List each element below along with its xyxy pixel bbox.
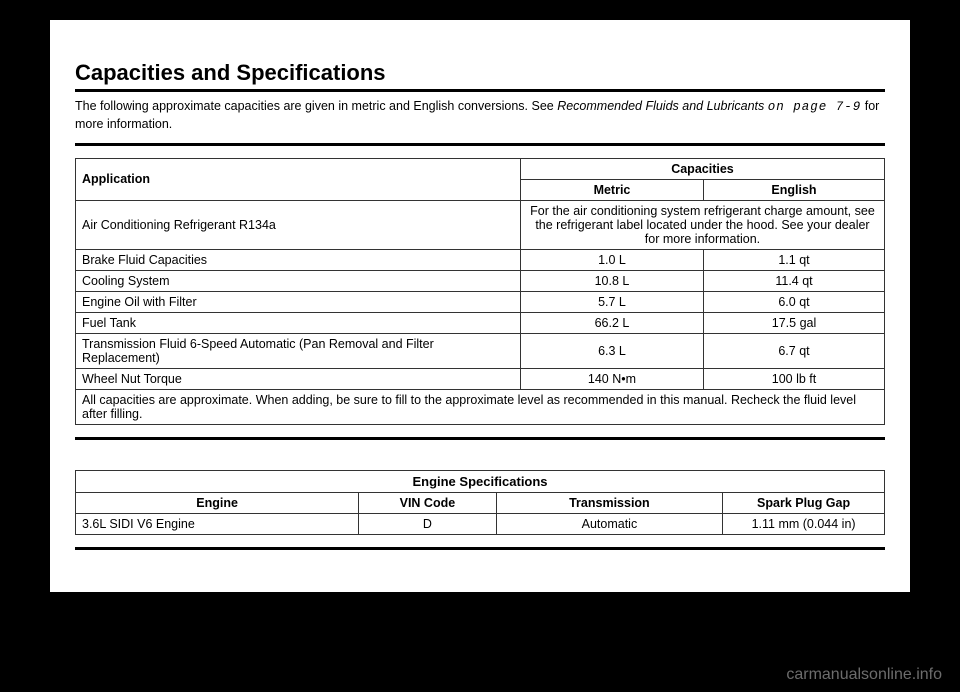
cell-app: Air Conditioning Refrigerant R134a: [76, 200, 521, 249]
manual-page: Capacities and Specifications The follow…: [50, 20, 910, 592]
table-row: Air Conditioning Refrigerant R134a For t…: [76, 200, 885, 249]
cell-app: Transmission Fluid 6-Speed Automatic (Pa…: [76, 333, 521, 368]
cell-english: 100 lb ft: [704, 368, 885, 389]
cell-english: 1.1 qt: [704, 249, 885, 270]
cell-metric: 5.7 L: [520, 291, 703, 312]
table-row: Wheel Nut Torque 140 N•m 100 lb ft: [76, 368, 885, 389]
engine-spec-table: Engine Specifications Engine VIN Code Tr…: [75, 470, 885, 535]
cell-english: 11.4 qt: [704, 270, 885, 291]
table-footnote: All capacities are approximate. When add…: [76, 389, 885, 424]
cell-metric: 10.8 L: [520, 270, 703, 291]
cell-english: 6.7 qt: [704, 333, 885, 368]
page-title: Capacities and Specifications: [75, 60, 885, 92]
cell-vin: D: [359, 513, 497, 534]
header-metric: Metric: [520, 179, 703, 200]
table-row: Cooling System 10.8 L 11.4 qt: [76, 270, 885, 291]
header-transmission: Transmission: [496, 492, 723, 513]
cell-note: For the air conditioning system refriger…: [520, 200, 884, 249]
intro-page-ref: on page 7-9: [768, 100, 862, 114]
header-application: Application: [76, 158, 521, 200]
cell-app: Fuel Tank: [76, 312, 521, 333]
divider-bar: [75, 547, 885, 550]
cell-engine: 3.6L SIDI V6 Engine: [76, 513, 359, 534]
watermark-text: carmanualsonline.info: [786, 666, 942, 684]
intro-italic: Recommended Fluids and Lubricants: [557, 99, 768, 113]
cell-app: Wheel Nut Torque: [76, 368, 521, 389]
cell-app: Brake Fluid Capacities: [76, 249, 521, 270]
header-spark-gap: Spark Plug Gap: [723, 492, 885, 513]
cell-gap: 1.11 mm (0.044 in): [723, 513, 885, 534]
table-footnote-row: All capacities are approximate. When add…: [76, 389, 885, 424]
cell-app: Cooling System: [76, 270, 521, 291]
capacities-table: Application Capacities Metric English Ai…: [75, 158, 885, 425]
intro-part1: The following approximate capacities are…: [75, 99, 557, 113]
header-english: English: [704, 179, 885, 200]
cell-app: Engine Oil with Filter: [76, 291, 521, 312]
cell-metric: 6.3 L: [520, 333, 703, 368]
cell-metric: 140 N•m: [520, 368, 703, 389]
cell-english: 17.5 gal: [704, 312, 885, 333]
divider-bar: [75, 437, 885, 440]
intro-text: The following approximate capacities are…: [75, 98, 885, 133]
cell-metric: 66.2 L: [520, 312, 703, 333]
table-row: 3.6L SIDI V6 Engine D Automatic 1.11 mm …: [76, 513, 885, 534]
table-row: Transmission Fluid 6-Speed Automatic (Pa…: [76, 333, 885, 368]
table-row: Brake Fluid Capacities 1.0 L 1.1 qt: [76, 249, 885, 270]
cell-english: 6.0 qt: [704, 291, 885, 312]
cell-metric: 1.0 L: [520, 249, 703, 270]
cell-trans: Automatic: [496, 513, 723, 534]
table-row: Fuel Tank 66.2 L 17.5 gal: [76, 312, 885, 333]
header-capacities: Capacities: [520, 158, 884, 179]
divider-bar: [75, 143, 885, 146]
table-row: Engine Oil with Filter 5.7 L 6.0 qt: [76, 291, 885, 312]
header-vin: VIN Code: [359, 492, 497, 513]
engine-table-title: Engine Specifications: [76, 470, 885, 492]
spacer: [75, 452, 885, 470]
header-engine: Engine: [76, 492, 359, 513]
